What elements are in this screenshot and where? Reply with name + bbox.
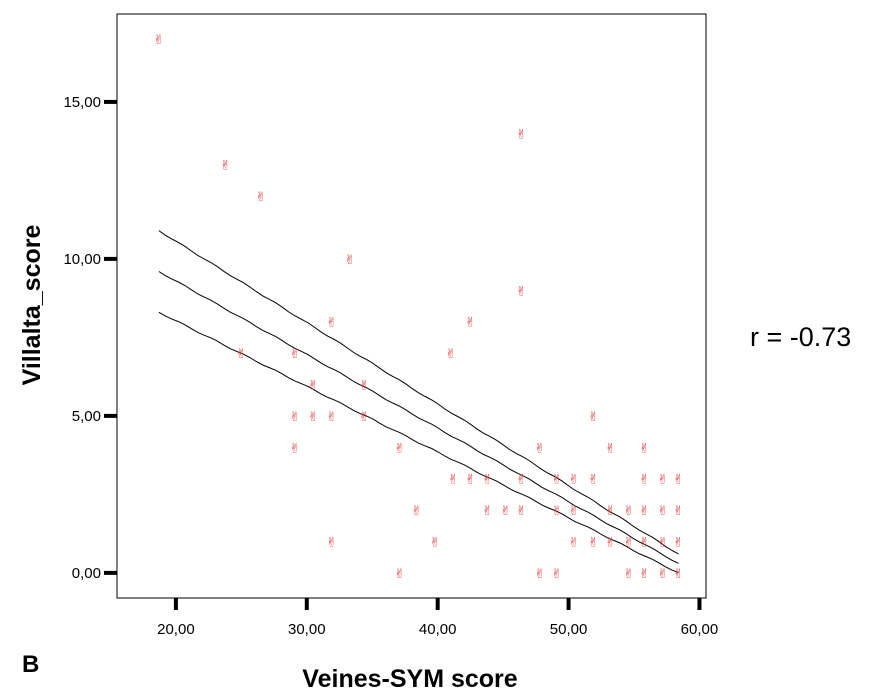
- data-point: ✌: [516, 504, 527, 519]
- data-point: ✌: [623, 535, 634, 550]
- data-point: ✌: [516, 127, 527, 142]
- panel-label: B: [22, 651, 39, 678]
- data-point: ✌: [326, 316, 337, 331]
- data-point: ✌: [326, 535, 337, 550]
- data-point: ✌: [308, 410, 319, 425]
- data-point: ✌: [639, 535, 650, 550]
- data-point: ✌: [482, 504, 493, 519]
- data-point: ✌: [534, 441, 545, 456]
- data-point: ✌: [673, 567, 684, 582]
- data-points: ✌ ✌ ✌ ✌ ✌ ✌ ✌ ✌ ✌ ✌ ✌ ✌ ✌ ✌ ✌ ✌ ✌ ✌ ✌ ✌ ✌ ✌ ✌ ✌ ✌ ✌ ✌ ✌ ✌ ✌ ✌ ✌ ✌ ✌ ✌ ✌ ✌ ✌ ✌ ✌…: [153, 33, 684, 582]
- x-axis: 20,00 30,00 40,00 50,00 60,00: [157, 598, 718, 638]
- y-axis-title: Villalta_score: [18, 225, 46, 386]
- data-point: ✌: [394, 441, 405, 456]
- data-point: ✌: [465, 316, 476, 331]
- data-point: ✌: [236, 347, 247, 362]
- data-point: ✌: [516, 284, 527, 299]
- data-point: ✌: [551, 567, 562, 582]
- data-point: ✌: [465, 473, 476, 488]
- data-point: ✌: [290, 441, 301, 456]
- x-tick-label: 30,00: [288, 621, 326, 638]
- data-point: ✌: [290, 410, 301, 425]
- data-point: ✌: [673, 504, 684, 519]
- fit-line-upper: [158, 230, 679, 555]
- data-point: ✌: [657, 535, 668, 550]
- data-point: ✌: [359, 378, 370, 393]
- data-point: ✌: [623, 567, 634, 582]
- data-point: ✌: [588, 473, 599, 488]
- y-axis: 0,00 5,00 10,00 15,00: [63, 94, 117, 582]
- regression-lines: [158, 230, 679, 574]
- data-point: ✌: [588, 535, 599, 550]
- data-point: ✌: [639, 441, 650, 456]
- data-point: ✌: [345, 253, 356, 268]
- data-point: ✌: [551, 504, 562, 519]
- x-tick-label: 20,00: [157, 621, 195, 638]
- x-tick-label: 50,00: [550, 621, 588, 638]
- data-point: ✌: [448, 473, 459, 488]
- data-point: ✌: [605, 504, 616, 519]
- y-tick-label: 0,00: [72, 565, 101, 582]
- data-point: ✌: [326, 410, 337, 425]
- data-point: ✌: [673, 473, 684, 488]
- x-tick-label: 40,00: [419, 621, 457, 638]
- plot-frame: [116, 13, 707, 599]
- data-point: ✌: [430, 535, 441, 550]
- data-point: ✌: [516, 473, 527, 488]
- fit-line-center: [158, 271, 679, 564]
- data-point: ✌: [623, 504, 634, 519]
- data-point: ✌: [445, 347, 456, 362]
- data-point: ✌: [394, 567, 405, 582]
- data-point: ✌: [153, 33, 164, 48]
- correlation-annotation: r = -0.73: [750, 322, 851, 352]
- data-point: ✌: [500, 504, 511, 519]
- data-point: ✌: [568, 473, 579, 488]
- y-tick-label: 5,00: [72, 408, 101, 425]
- data-point: ✌: [588, 410, 599, 425]
- data-point: ✌: [256, 190, 267, 205]
- data-point: ✌: [673, 535, 684, 550]
- x-tick-label: 60,00: [681, 621, 719, 638]
- x-axis-title: Veines-SYM score: [302, 665, 517, 693]
- data-point: ✌: [568, 504, 579, 519]
- data-point: ✌: [534, 567, 545, 582]
- data-point: ✌: [359, 410, 370, 425]
- data-point: ✌: [482, 473, 493, 488]
- y-tick-label: 10,00: [63, 251, 101, 268]
- data-point: ✌: [639, 473, 650, 488]
- data-point: ✌: [639, 567, 650, 582]
- data-point: ✌: [220, 159, 231, 174]
- y-tick-label: 15,00: [63, 94, 101, 111]
- fit-line-lower: [158, 311, 679, 574]
- data-point: ✌: [657, 567, 668, 582]
- data-point: ✌: [411, 504, 422, 519]
- data-point: ✌: [605, 535, 616, 550]
- data-point: ✌: [308, 378, 319, 393]
- data-point: ✌: [639, 504, 650, 519]
- data-point: ✌: [568, 535, 579, 550]
- data-point: ✌: [551, 473, 562, 488]
- data-point: ✌: [657, 504, 668, 519]
- plot-area: [116, 13, 707, 599]
- data-point: ✌: [290, 347, 301, 362]
- data-point: ✌: [605, 441, 616, 456]
- data-point: ✌: [657, 473, 668, 488]
